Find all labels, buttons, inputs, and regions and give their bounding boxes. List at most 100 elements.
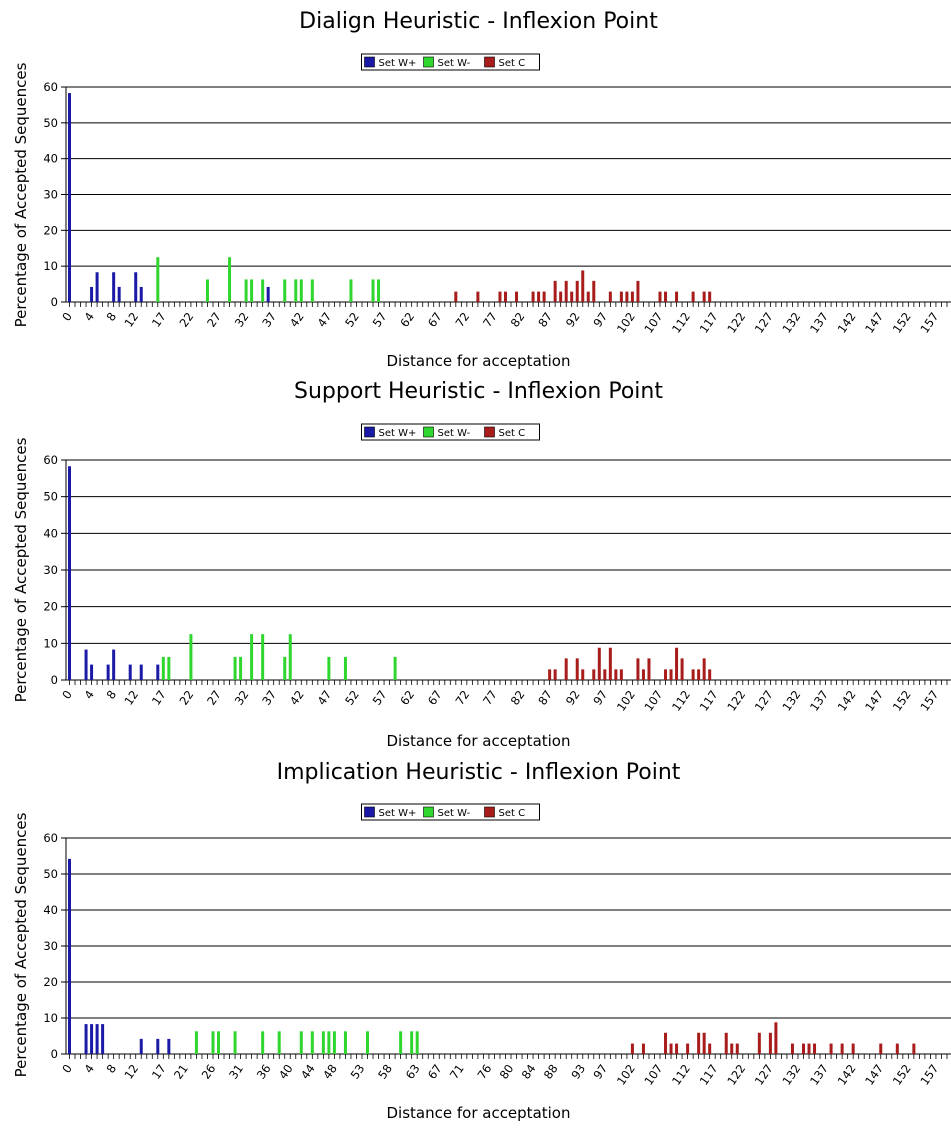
- x-tick-label: 62: [397, 310, 417, 330]
- x-tick-label: 58: [375, 1062, 395, 1082]
- x-tick-label: 77: [480, 310, 500, 330]
- legend-swatch: [484, 426, 495, 438]
- bar: [553, 280, 557, 302]
- x-tick-label: 127: [752, 1062, 776, 1088]
- x-tick-label: 72: [452, 688, 472, 708]
- legend-entry: Set C: [499, 428, 526, 439]
- x-tick-label: 47: [314, 688, 334, 708]
- x-tick-label: 27: [204, 310, 224, 330]
- chart-2: Support Heuristic - Inflexion Point Set W…: [12, 379, 951, 750]
- series-set-w-: [68, 858, 171, 1054]
- chart-title: Implication Heuristic - Inflexion Point: [277, 760, 681, 785]
- x-tick-label: 40: [276, 1062, 296, 1082]
- x-tick-label: 107: [641, 688, 665, 714]
- y-tick-label: 50: [43, 490, 58, 504]
- x-tick-label: 152: [890, 1062, 914, 1088]
- bar: [708, 1043, 712, 1054]
- bar: [415, 1031, 419, 1054]
- x-tick-label: 0: [59, 310, 75, 324]
- bar: [597, 647, 601, 680]
- x-tick-label: 152: [890, 310, 914, 336]
- bar: [90, 1024, 94, 1054]
- legend-swatch: [423, 56, 434, 68]
- bar: [702, 291, 706, 302]
- y-tick-label: 10: [43, 1011, 58, 1025]
- legend-entry: Set C: [499, 58, 526, 69]
- bar: [636, 280, 640, 302]
- x-tick-label: 147: [862, 1062, 886, 1088]
- y-tick-label: 10: [43, 259, 58, 273]
- bar: [294, 279, 298, 302]
- bar: [503, 291, 507, 302]
- bar: [531, 291, 535, 302]
- x-tick-label: 12: [121, 688, 141, 708]
- bar: [608, 647, 612, 680]
- bar: [68, 93, 71, 302]
- bar: [768, 1032, 772, 1054]
- x-tick-label: 122: [724, 310, 748, 336]
- series-set-w-: [156, 257, 381, 302]
- x-tick-label: 42: [287, 310, 307, 330]
- legend-swatch: [423, 806, 434, 818]
- bar: [134, 272, 138, 302]
- series-set-w-: [194, 1031, 419, 1054]
- bar: [515, 291, 519, 302]
- y-axis-label: Percentage of Accepted Sequences: [12, 62, 30, 327]
- bar: [702, 658, 706, 680]
- bar: [283, 279, 287, 302]
- bar: [250, 279, 254, 302]
- x-tick-label: 57: [370, 310, 390, 330]
- bar: [542, 291, 546, 302]
- x-tick-label: 84: [519, 1062, 539, 1082]
- legend-box: [361, 423, 540, 441]
- x-tick-label: 112: [669, 1062, 693, 1088]
- bar: [310, 279, 314, 302]
- legend-entry: Set W-: [438, 428, 471, 439]
- x-tick-label: 82: [508, 688, 528, 708]
- bar: [156, 257, 160, 302]
- series-set-w-: [68, 466, 160, 680]
- bar: [702, 1032, 706, 1054]
- x-tick-label: 127: [752, 310, 776, 336]
- bar: [261, 634, 265, 680]
- bar: [851, 1043, 855, 1054]
- legend-swatch: [423, 426, 434, 438]
- bar: [205, 279, 209, 302]
- y-tick-label: 40: [43, 903, 58, 917]
- bar: [592, 669, 596, 680]
- x-tick-label: 80: [497, 1062, 517, 1082]
- bar: [90, 664, 94, 680]
- bar: [641, 1043, 645, 1054]
- bar: [570, 291, 574, 302]
- bar: [189, 634, 193, 680]
- x-tick-label: 152: [890, 688, 914, 714]
- x-tick-label: 132: [779, 1062, 803, 1088]
- x-tick-label: 88: [541, 1062, 561, 1082]
- bar: [829, 1043, 833, 1054]
- bar: [664, 1032, 668, 1054]
- y-tick-label: 30: [43, 939, 58, 953]
- bar: [630, 291, 634, 302]
- bar: [708, 669, 712, 680]
- chart-title: Dialign Heuristic - Inflexion Point: [299, 9, 658, 34]
- legend-swatch: [484, 56, 495, 68]
- bar: [349, 279, 353, 302]
- x-tick-label: 97: [590, 310, 610, 330]
- x-tick-label: 102: [614, 310, 638, 336]
- bar: [630, 1043, 634, 1054]
- bar: [332, 1031, 336, 1054]
- x-tick-label: 21: [171, 1062, 191, 1082]
- x-tick-label: 157: [917, 310, 941, 336]
- bar: [101, 1024, 105, 1054]
- x-tick-label: 112: [669, 688, 693, 714]
- y-tick-label: 50: [43, 867, 58, 881]
- series-set-c: [548, 647, 712, 680]
- bar: [675, 1043, 679, 1054]
- x-tick-label: 44: [298, 1062, 318, 1082]
- bar: [327, 656, 331, 680]
- bar: [708, 291, 712, 302]
- x-tick-label: 0: [59, 688, 75, 702]
- bar: [498, 291, 502, 302]
- x-tick-label: 62: [397, 688, 417, 708]
